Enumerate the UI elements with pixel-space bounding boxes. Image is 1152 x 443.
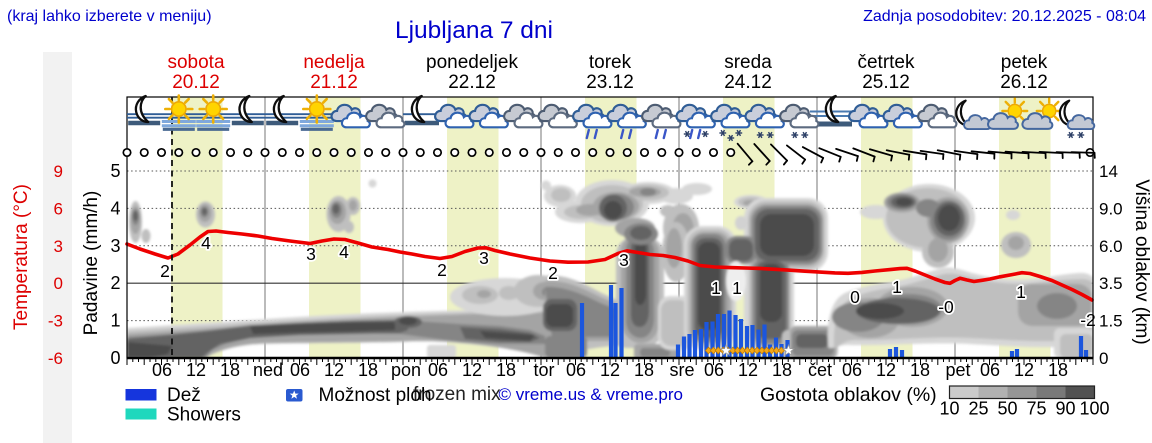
- svg-text:nedelja: nedelja: [303, 52, 365, 73]
- svg-text:sre: sre: [669, 360, 694, 380]
- svg-text:12: 12: [462, 360, 482, 380]
- svg-text:12: 12: [186, 360, 206, 380]
- svg-text:sobota: sobota: [167, 52, 224, 73]
- svg-text:06: 06: [428, 360, 448, 380]
- svg-text:1: 1: [892, 277, 902, 297]
- svg-text:25.12: 25.12: [862, 72, 910, 93]
- svg-text:© vreme.us & vreme.pro: © vreme.us & vreme.pro: [499, 385, 683, 404]
- svg-text:14: 14: [1099, 162, 1118, 181]
- svg-text:pet: pet: [945, 360, 970, 380]
- svg-text:Temperatura (°C): Temperatura (°C): [11, 184, 32, 330]
- svg-text:2: 2: [437, 260, 447, 280]
- svg-text:26.12: 26.12: [1000, 72, 1048, 93]
- svg-text:3: 3: [54, 237, 63, 256]
- svg-text:24.12: 24.12: [724, 72, 772, 93]
- svg-text:100: 100: [1079, 399, 1109, 419]
- svg-text:18: 18: [220, 360, 240, 380]
- svg-text:0: 0: [850, 287, 860, 307]
- svg-text:18: 18: [910, 360, 930, 380]
- svg-text:25: 25: [968, 399, 988, 419]
- svg-text:22.12: 22.12: [448, 72, 496, 93]
- svg-text:Možnost ploh: Možnost ploh: [319, 385, 432, 406]
- svg-text:Showers: Showers: [167, 405, 241, 426]
- svg-text:9.0: 9.0: [1099, 199, 1123, 218]
- svg-text:Zadnja posodobitev: 20.12.2025: Zadnja posodobitev: 20.12.2025 - 08:04: [863, 8, 1146, 25]
- svg-text:3: 3: [110, 236, 120, 256]
- svg-text:Ljubljana 7 dni: Ljubljana 7 dni: [395, 17, 553, 44]
- svg-text:0: 0: [1099, 349, 1108, 368]
- svg-text:4: 4: [339, 242, 349, 262]
- svg-text:12: 12: [876, 360, 896, 380]
- svg-text:ned: ned: [253, 360, 283, 380]
- svg-text:3: 3: [479, 248, 489, 268]
- svg-text:20.12: 20.12: [172, 72, 220, 93]
- svg-text:23.12: 23.12: [586, 72, 634, 93]
- svg-text:3: 3: [619, 250, 629, 270]
- svg-text:06: 06: [290, 360, 310, 380]
- svg-text:18: 18: [358, 360, 378, 380]
- svg-text:6.0: 6.0: [1099, 237, 1123, 256]
- svg-text:4: 4: [201, 233, 211, 253]
- svg-text:2: 2: [548, 263, 558, 283]
- svg-text:1: 1: [732, 278, 742, 298]
- svg-text:18: 18: [634, 360, 654, 380]
- svg-text:3: 3: [306, 244, 316, 264]
- svg-text:-3: -3: [48, 312, 63, 331]
- svg-text:1: 1: [110, 311, 120, 331]
- svg-text:21.12: 21.12: [310, 72, 358, 93]
- svg-text:1: 1: [1016, 282, 1026, 302]
- svg-text:4: 4: [110, 198, 120, 218]
- svg-text:petek: petek: [1001, 52, 1048, 73]
- svg-text:frozen mix: frozen mix: [413, 384, 501, 405]
- svg-text:06: 06: [152, 360, 172, 380]
- svg-text:06: 06: [704, 360, 724, 380]
- svg-text:1: 1: [711, 278, 721, 298]
- svg-text:3.5: 3.5: [1099, 274, 1123, 293]
- svg-text:Gostota oblakov (%): Gostota oblakov (%): [760, 384, 937, 406]
- svg-text:90: 90: [1055, 399, 1075, 419]
- svg-text:2: 2: [110, 273, 120, 293]
- svg-text:5: 5: [110, 161, 120, 181]
- svg-text:12: 12: [1014, 360, 1034, 380]
- svg-text:Višina oblakov (km): Višina oblakov (km): [1131, 179, 1152, 344]
- svg-text:75: 75: [1026, 399, 1046, 419]
- svg-text:ponedeljek: ponedeljek: [426, 52, 518, 73]
- svg-text:6: 6: [54, 199, 63, 218]
- svg-text:pon: pon: [391, 360, 421, 380]
- svg-text:18: 18: [496, 360, 516, 380]
- svg-text:0: 0: [54, 274, 63, 293]
- svg-text:(kraj lahko izberete v meniju): (kraj lahko izberete v meniju): [7, 8, 212, 25]
- svg-text:-6: -6: [48, 349, 63, 368]
- svg-text:50: 50: [997, 399, 1017, 419]
- svg-text:10: 10: [939, 399, 959, 419]
- svg-text:torek: torek: [589, 52, 632, 73]
- svg-text:tor: tor: [533, 360, 554, 380]
- svg-text:četrtek: četrtek: [857, 52, 915, 73]
- svg-text:Padavine (mm/h): Padavine (mm/h): [81, 191, 102, 336]
- svg-text:Dež: Dež: [167, 385, 201, 406]
- svg-text:2: 2: [160, 261, 170, 281]
- svg-text:18: 18: [772, 360, 792, 380]
- svg-text:9: 9: [54, 162, 63, 181]
- svg-text:0: 0: [110, 348, 120, 368]
- svg-text:-0: -0: [938, 297, 954, 317]
- svg-text:12: 12: [738, 360, 758, 380]
- svg-text:06: 06: [842, 360, 862, 380]
- svg-text:06: 06: [566, 360, 586, 380]
- svg-text:sreda: sreda: [724, 52, 772, 73]
- svg-text:06: 06: [980, 360, 1000, 380]
- svg-text:čet: čet: [808, 360, 832, 380]
- svg-text:12: 12: [600, 360, 620, 380]
- svg-text:18: 18: [1048, 360, 1068, 380]
- svg-text:1.5: 1.5: [1099, 312, 1123, 331]
- svg-text:12: 12: [324, 360, 344, 380]
